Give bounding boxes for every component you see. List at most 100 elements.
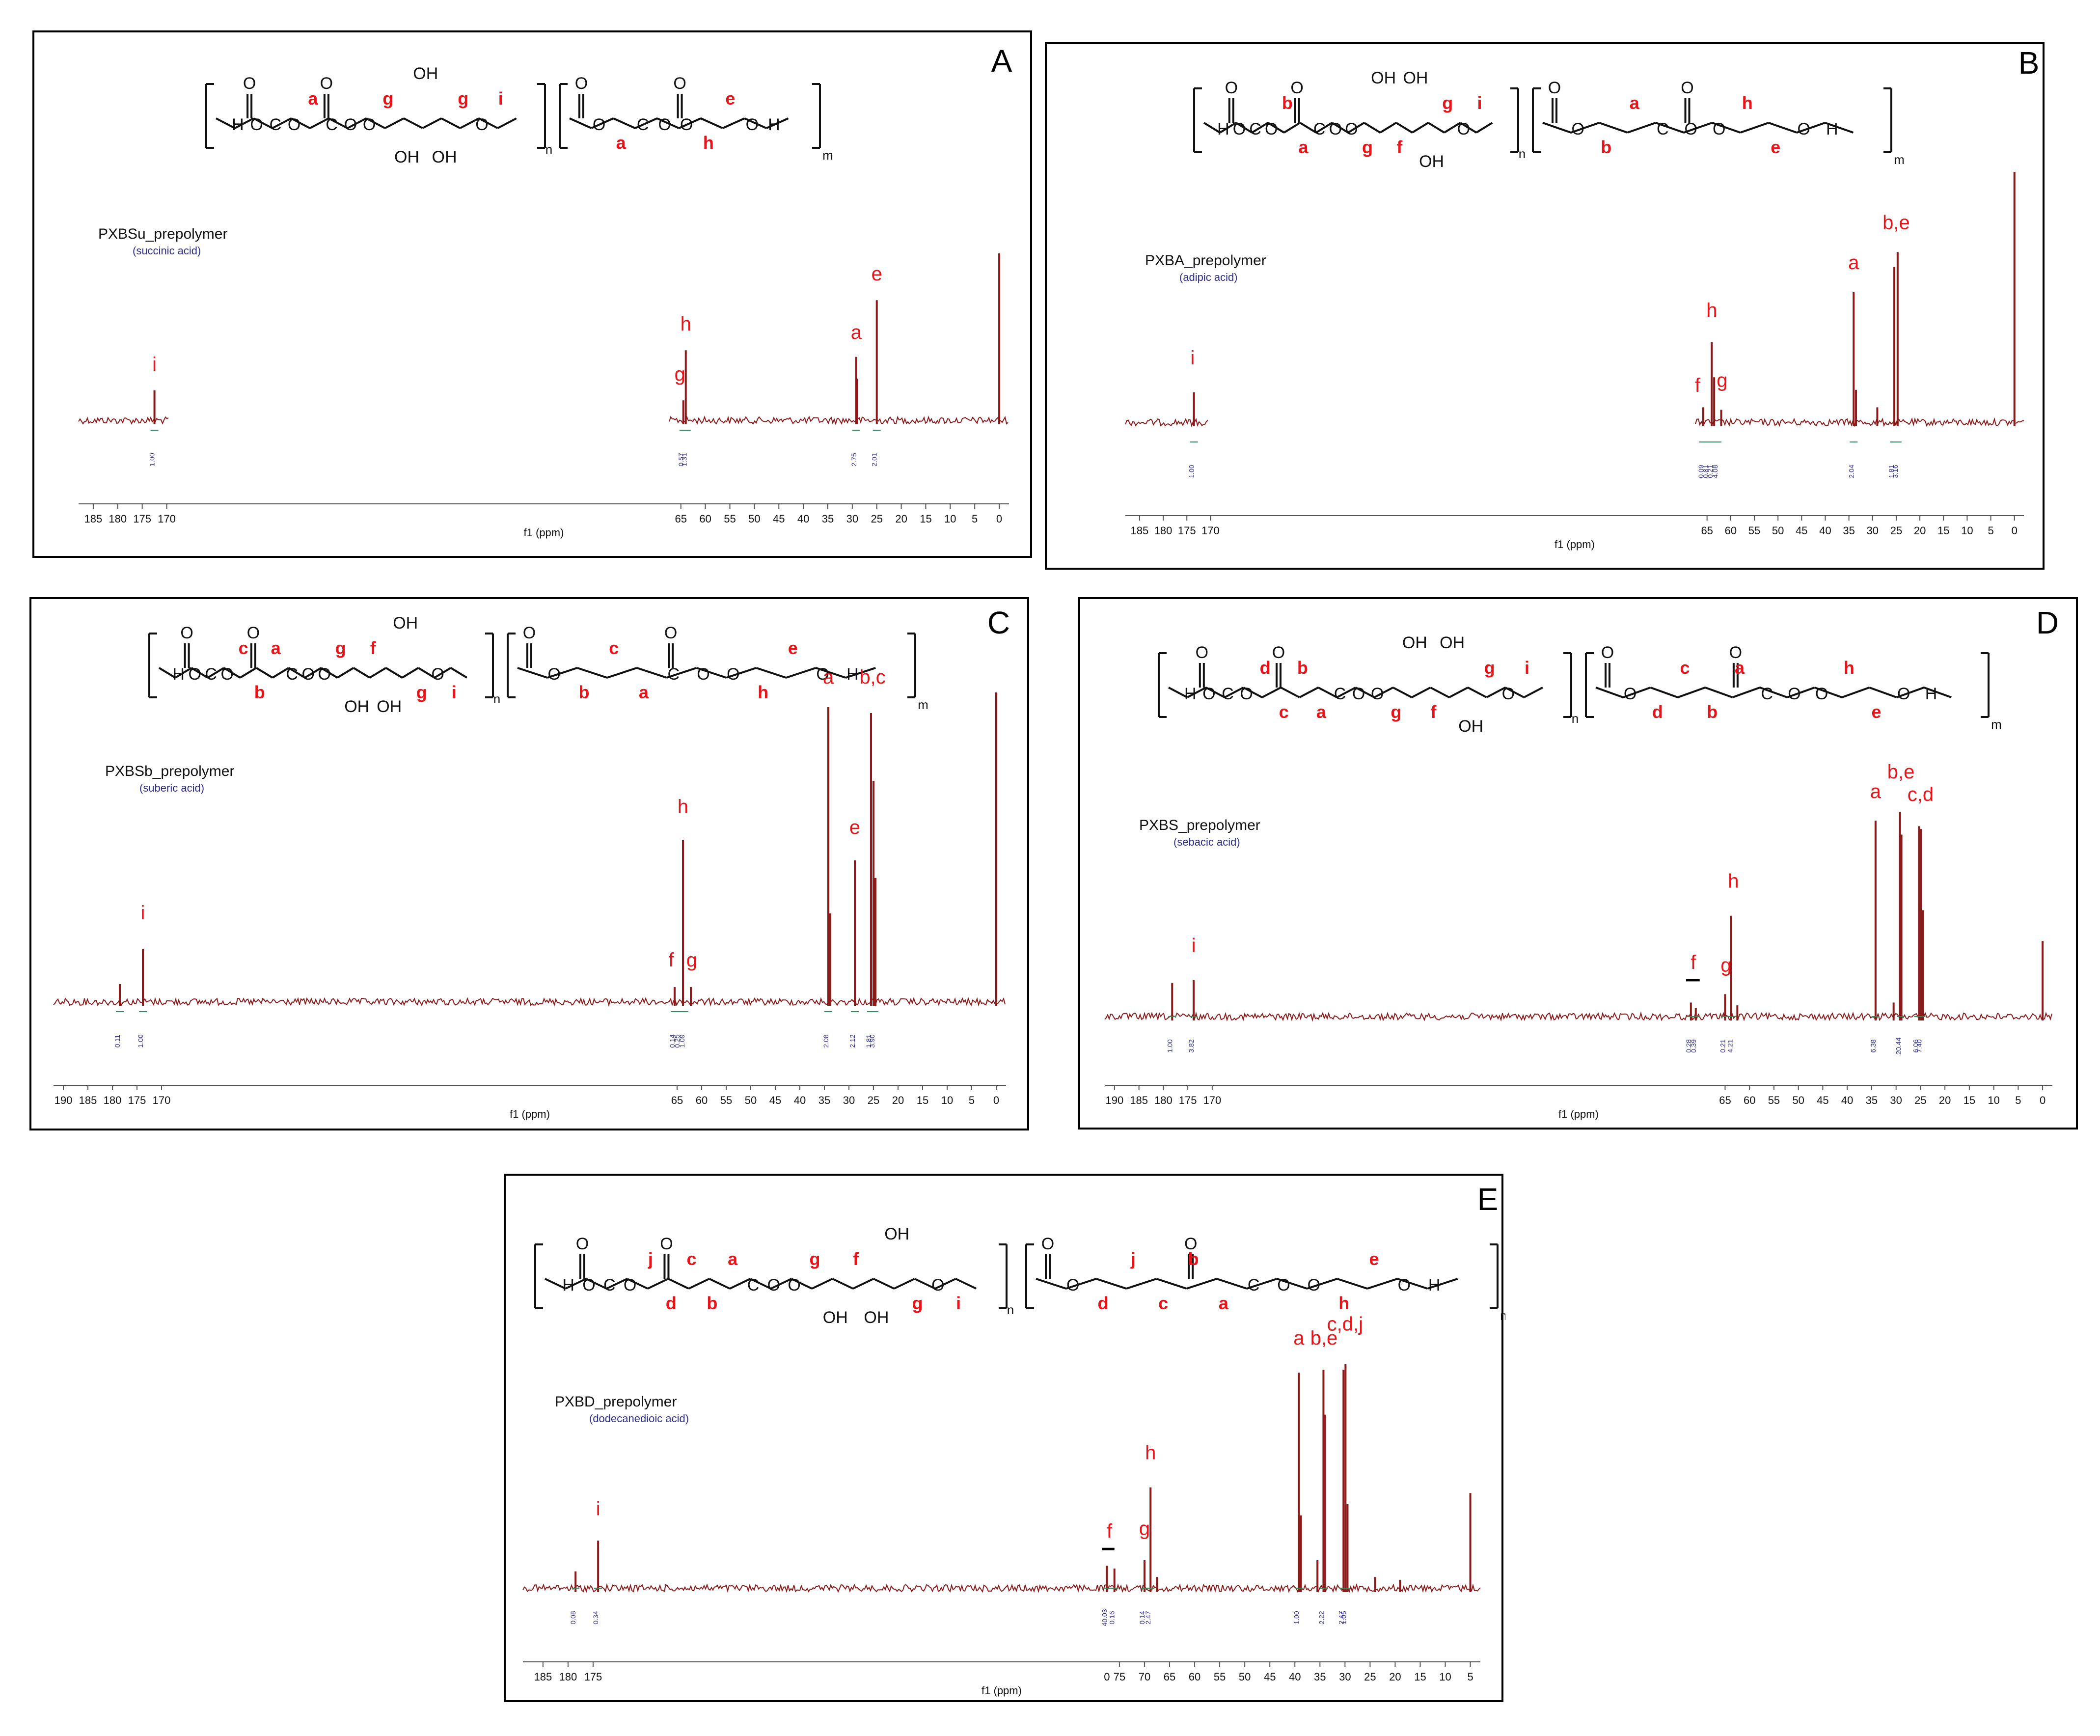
bond <box>955 1278 977 1290</box>
bond <box>791 1278 813 1290</box>
atom-label: H <box>1217 120 1229 138</box>
site-label: b <box>1297 658 1308 678</box>
x-tick-label: 50 <box>1792 1094 1804 1106</box>
atom-label: O <box>680 115 693 134</box>
bond <box>1542 122 1572 134</box>
x-tick-label: 15 <box>917 1094 928 1106</box>
panel-letter: E <box>1477 1182 1499 1217</box>
site-label: f <box>1431 702 1437 722</box>
integral-value: 1.00 <box>148 453 156 466</box>
x-tick-label: 10 <box>1439 1671 1451 1683</box>
x-tick-label: 45 <box>769 1094 781 1106</box>
bond <box>1283 122 1301 134</box>
bond <box>1392 687 1413 698</box>
integral-value: 1.05 <box>1339 1611 1347 1624</box>
site-label: c <box>1680 658 1690 678</box>
panel-a: A PXBSu_prepolymer (succinic acid) O O O O H O C O… <box>32 30 1032 558</box>
x-tick-label: 20 <box>892 1094 904 1106</box>
bond <box>666 667 697 679</box>
atom-label: O <box>658 115 671 134</box>
x-tick-label: 25 <box>868 1094 879 1106</box>
spectrum-baseline <box>1104 1011 2052 1022</box>
bond <box>304 667 322 679</box>
atom-label: O <box>575 74 588 93</box>
bond <box>417 667 436 679</box>
x-tick-label: 5 <box>972 513 978 525</box>
integral-value: 1.81 <box>1887 465 1895 478</box>
bond <box>291 117 311 129</box>
integral-value: 1.31 <box>681 453 688 466</box>
atom-label: O <box>1265 120 1278 138</box>
bond <box>1336 1278 1368 1290</box>
x-tick-label: 10 <box>941 1094 953 1106</box>
atom-label: H <box>562 1276 574 1295</box>
bond <box>401 667 419 679</box>
peak-label: a <box>851 322 862 343</box>
x-axis-label: f1 (ppm) <box>510 1108 550 1120</box>
x-tick-label: 5 <box>969 1094 975 1106</box>
bond <box>434 667 452 679</box>
site-label: g <box>335 638 346 658</box>
atom-label: OH <box>413 64 438 83</box>
x-tick-label: 70 <box>1139 1671 1150 1683</box>
site-label: c <box>1279 702 1289 722</box>
atom-label: O <box>816 665 829 684</box>
atom-label: OH <box>1402 634 1427 652</box>
site-label: e <box>1369 1249 1379 1269</box>
panel-letter: A <box>991 43 1012 79</box>
site-label: a <box>1630 93 1640 113</box>
bond <box>709 1278 731 1290</box>
bond <box>1203 122 1221 134</box>
x-tick-label: 60 <box>1725 524 1737 537</box>
x-tick-label: 180 <box>1154 524 1173 537</box>
x-tick-label: 15 <box>1414 1671 1426 1683</box>
bond <box>1650 687 1678 698</box>
atom-label: OH <box>1371 69 1396 87</box>
subscript-m: m <box>1991 717 2002 732</box>
atom-label: O <box>1398 1276 1411 1295</box>
x-tick-label: 10 <box>1961 524 1973 537</box>
x-tick-label: 20 <box>1939 1094 1951 1106</box>
integral-value: 0.25 <box>673 1034 681 1047</box>
integral-value: 2.47 <box>1144 1611 1152 1624</box>
bond <box>1315 122 1333 134</box>
bond <box>1732 687 1760 698</box>
atom-label: O <box>767 1276 780 1295</box>
atom-label: C <box>1761 685 1773 703</box>
subscript-m: m <box>1894 152 1905 167</box>
atom-label: O <box>1202 685 1215 703</box>
x-tick-label: 0 <box>993 1094 999 1106</box>
bond <box>656 117 680 129</box>
site-label: g <box>1442 93 1453 113</box>
bond <box>766 117 789 129</box>
site-label: d <box>666 1293 677 1313</box>
integral-value: 0.16 <box>1108 1611 1116 1624</box>
atom-label: C <box>667 665 680 684</box>
atom-label: H <box>1428 1276 1441 1295</box>
bond <box>1126 1278 1157 1290</box>
x-tick-label: 190 <box>1106 1094 1124 1106</box>
x-tick-label: 25 <box>1914 1094 1926 1106</box>
x-tick-label: 15 <box>1964 1094 1975 1106</box>
bond <box>385 667 403 679</box>
x-tick-label: 185 <box>84 513 103 525</box>
site-label: d <box>1260 658 1271 678</box>
site-label: f <box>370 638 377 658</box>
x-tick-label: 15 <box>1937 524 1949 537</box>
bond <box>688 1278 710 1290</box>
bond <box>440 117 461 129</box>
bond <box>478 117 498 129</box>
x-tick-label: 50 <box>1239 1671 1251 1683</box>
atom-label: O <box>1897 685 1910 703</box>
bond <box>1814 687 1843 698</box>
bond <box>422 117 442 129</box>
atom-label: O <box>1184 1235 1197 1253</box>
site-label: d <box>1652 702 1663 722</box>
peak-label: h <box>681 313 691 335</box>
panel-e: E PXBD_prepolymer (dodecanedioic acid) O O O O… <box>504 1174 1505 1702</box>
atom-label: C <box>1334 685 1346 703</box>
bond <box>1364 122 1381 134</box>
x-tick-label: 30 <box>1867 524 1879 537</box>
bond <box>216 117 236 129</box>
